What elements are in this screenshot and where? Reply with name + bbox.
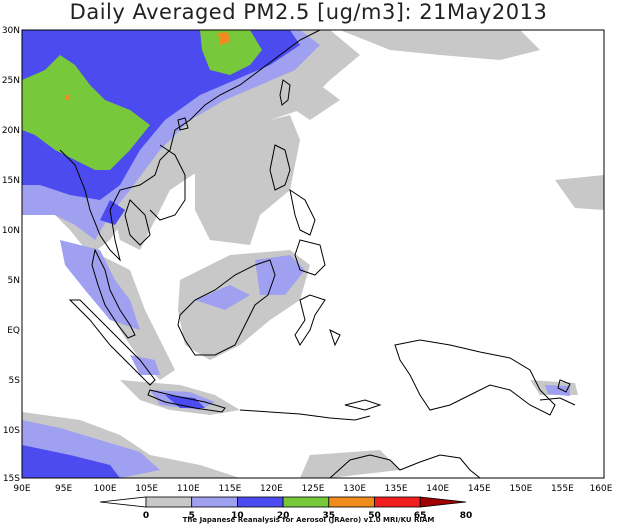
colorbar-segment-3 bbox=[236, 496, 284, 508]
lat-label: 10S bbox=[3, 426, 20, 436]
colorbar-tick: 10 bbox=[231, 511, 244, 521]
colorbar-segment-2 bbox=[191, 496, 238, 508]
colorbar-segment-4 bbox=[282, 496, 330, 508]
latitude-axis: 30N 25N 20N 15N 10N 5N EQ 5S 10S 15S bbox=[2, 26, 20, 484]
lat-label: 15S bbox=[3, 474, 20, 484]
lon-label: 110E bbox=[177, 484, 200, 494]
colorbar-tick: 50 bbox=[368, 511, 381, 521]
lat-label: 25N bbox=[2, 76, 20, 86]
lon-label: 145E bbox=[468, 484, 491, 494]
colorbar bbox=[99, 496, 467, 508]
lon-label: 100E bbox=[94, 484, 117, 494]
colorbar-segment-5 bbox=[328, 496, 375, 508]
pm25-50-65-region bbox=[66, 32, 230, 100]
colorbar-tick: 0 bbox=[143, 511, 149, 521]
lon-label: 120E bbox=[260, 484, 283, 494]
map-title: Daily Averaged PM2.5 [ug/m3]: 21May2013 bbox=[69, 0, 548, 24]
lat-label: 20N bbox=[2, 126, 20, 136]
colorbar-tick: 20 bbox=[277, 511, 290, 521]
colorbar-tick: 5 bbox=[189, 511, 195, 521]
colorbar-tick: 35 bbox=[323, 511, 336, 521]
lon-label: 125E bbox=[302, 484, 325, 494]
data-source-credit: The Japanese Reanalysis for Aerosol (JRA… bbox=[182, 516, 435, 524]
lon-label: 95E bbox=[55, 484, 72, 494]
colorbar-segment-1 bbox=[145, 496, 193, 508]
lon-label: 105E bbox=[135, 484, 158, 494]
lon-label: 155E bbox=[551, 484, 574, 494]
lon-label: 115E bbox=[218, 484, 241, 494]
lat-label: EQ bbox=[7, 326, 20, 336]
lon-label: 160E bbox=[590, 484, 613, 494]
colorbar-ticks: 0 5 10 20 35 50 65 80 bbox=[143, 511, 472, 521]
longitude-axis: 90E 95E 100E 105E 110E 115E 120E 125E 13… bbox=[13, 484, 612, 494]
lon-label: 130E bbox=[343, 484, 366, 494]
concentration-field bbox=[22, 30, 604, 478]
colorbar-segment-7 bbox=[419, 496, 467, 508]
lon-label: 140E bbox=[426, 484, 449, 494]
lat-label: 15N bbox=[2, 176, 20, 186]
lat-label: 10N bbox=[2, 226, 20, 236]
pm25-35-50-region bbox=[22, 30, 262, 170]
lon-label: 135E bbox=[385, 484, 408, 494]
lat-label: 5N bbox=[8, 276, 20, 286]
coastlines bbox=[59, 30, 576, 478]
lat-label: 5S bbox=[9, 376, 21, 386]
colorbar-segment-6 bbox=[374, 496, 421, 508]
colorbar-tick: 80 bbox=[460, 511, 473, 521]
lat-label: 30N bbox=[2, 26, 20, 36]
map-frame bbox=[21, 29, 605, 479]
lon-label: 90E bbox=[13, 484, 30, 494]
colorbar-tick: 65 bbox=[414, 511, 427, 521]
lon-label: 150E bbox=[509, 484, 532, 494]
colorbar-segment-0 bbox=[99, 496, 147, 508]
